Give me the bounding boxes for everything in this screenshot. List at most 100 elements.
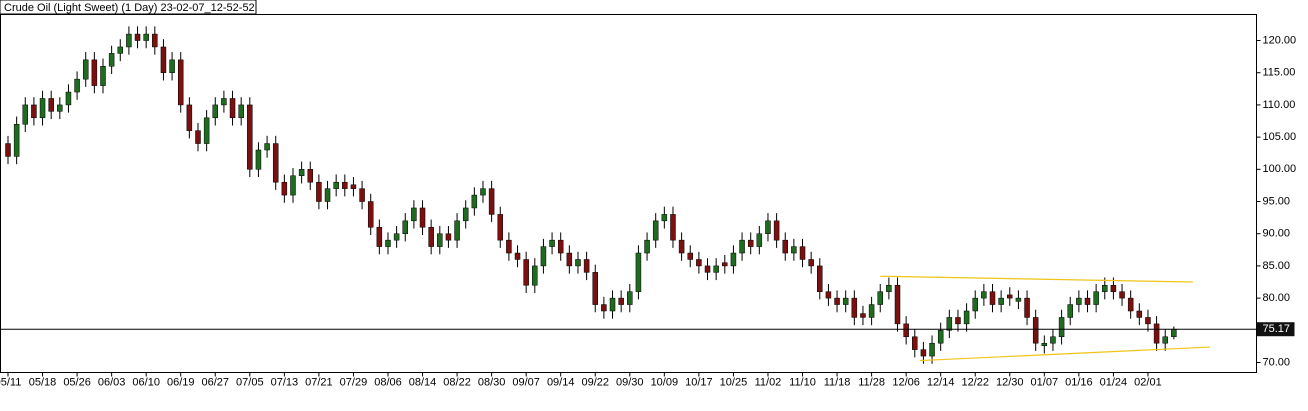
candle-body [739,239,745,254]
candle-body [108,53,115,67]
candle-body [808,259,814,267]
candle-body [955,317,961,325]
x-tick-label: 06/10 [132,376,160,388]
candle-body [661,214,668,222]
candle-body [929,342,935,357]
candle-body [298,169,305,177]
x-tick-label: 12/14 [927,376,955,388]
candle-body [566,252,573,267]
candle-body [333,181,339,189]
candle-body [791,246,797,254]
candle-body [454,220,460,241]
x-tick-label: 11/18 [824,376,851,388]
candle-body [592,272,598,305]
candle-body [678,239,685,254]
y-tick-label: 70.00 [1263,356,1291,368]
candle-body [1032,317,1039,344]
candle-body [134,33,141,41]
candle-body [393,233,400,241]
x-tick-label: 08/14 [409,376,437,388]
x-tick-label: 11/02 [755,376,782,388]
candle-body [1162,336,1168,344]
chart-title: Crude Oil (Light Sweet) (1 Day) 23-02-07… [4,2,255,14]
candle-body [747,239,754,247]
x-tick-label: 11/10 [789,376,816,388]
candle-body [402,220,409,234]
candle-body [5,143,11,157]
y-tick-label: 105.00 [1263,131,1297,143]
candle-body [1136,310,1143,318]
x-tick-label: 10/09 [651,376,679,388]
candle-body [350,184,357,189]
candle-body [618,297,624,305]
candle-body [342,181,348,189]
candle-body [540,246,547,267]
candle-body [255,149,262,170]
x-tick-label: 05/18 [29,376,57,388]
candle-body [756,233,763,247]
candle-body [39,98,46,119]
candle-body [670,214,676,241]
x-tick-label: 01/24 [1100,376,1128,388]
candle-body [912,336,918,350]
trendline [919,346,1211,362]
candle-body [722,262,728,267]
x-tick-label: 09/07 [512,376,540,388]
candle-body [842,297,849,305]
candle-body [532,265,538,286]
candle-body [851,297,858,318]
candle-body [324,188,331,202]
candle-body [687,252,693,260]
candle-body [946,317,953,331]
candle-body [825,291,832,299]
x-tick-label: 09/22 [581,376,609,388]
x-tick-label: 07/13 [271,376,299,388]
candle-body [307,169,314,183]
candle-body [411,207,417,222]
title-box [0,0,257,15]
candle-body [1153,323,1160,344]
candle-body [817,265,823,292]
candle-body [575,259,581,267]
plot-frame [0,14,1257,373]
candle-body [963,310,970,325]
candle-body [247,104,253,170]
candle-body [437,233,443,247]
candle-body [359,188,365,202]
candle-body [1110,284,1117,292]
x-tick-label: 05/26 [63,376,91,388]
candle-body [1145,317,1151,325]
candle-body [31,104,37,119]
candle-body [894,284,901,325]
y-tick-label: 110.00 [1263,99,1296,111]
x-tick-label: 01/07 [1031,376,1059,388]
x-tick-label: 06/03 [98,376,126,388]
last-price-box [1256,322,1295,337]
candle-body [1076,297,1082,305]
x-tick-label: 08/30 [478,376,506,388]
candle-body [428,227,434,247]
x-tick-label: 12/30 [996,376,1024,388]
candle-body [549,239,555,247]
candle-body [1067,304,1073,318]
candle-body [91,59,98,86]
candle-body [1093,291,1099,305]
candle-body [385,239,391,247]
y-tick-label: 100.00 [1263,163,1297,175]
candle-body [730,252,737,267]
candle-body [203,117,210,144]
trendline [880,275,1193,283]
candle-body [143,33,149,41]
y-tick-label: 120.00 [1263,34,1297,46]
candle-body [834,297,840,305]
candle-body [972,297,978,312]
candle-body [445,233,452,241]
candle-body [82,59,89,80]
candle-body [238,104,244,119]
candle-body [696,259,702,267]
candle-body [376,227,383,247]
y-tick-label: 90.00 [1263,228,1291,240]
candle-body [1171,328,1177,338]
candle-body [860,313,866,318]
